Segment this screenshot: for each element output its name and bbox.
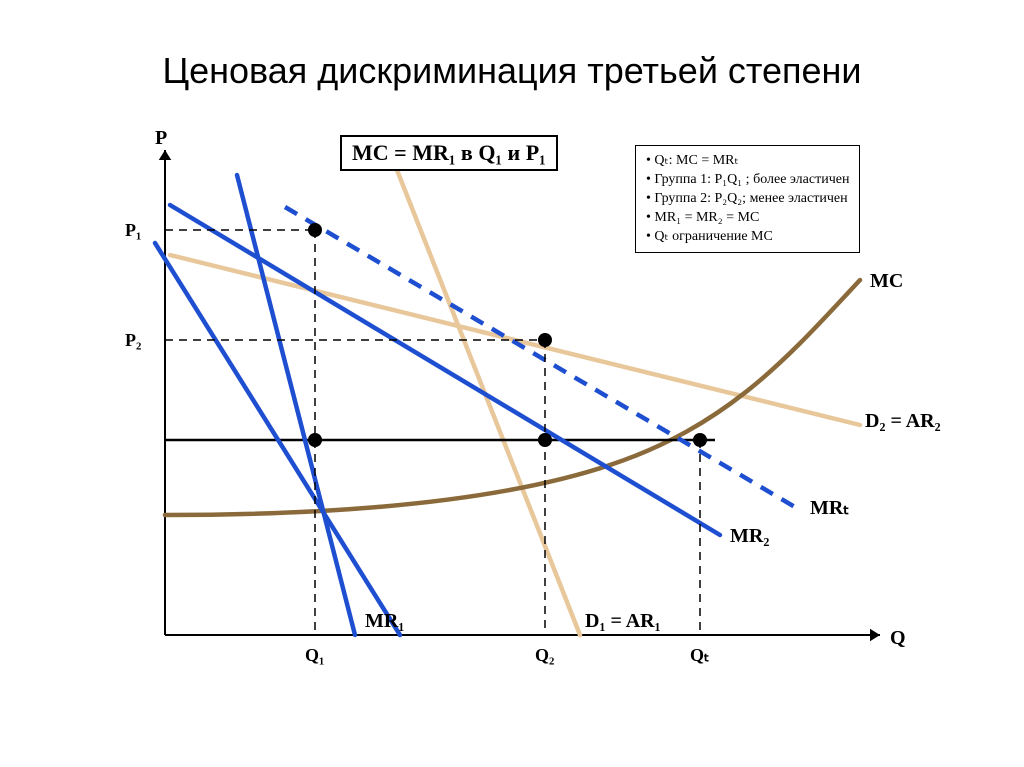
legend-line-1: • Qₜ: MC = MRₜ bbox=[646, 152, 849, 171]
slide-title: Ценовая дискриминация третьей степени bbox=[0, 50, 1024, 92]
legend-line-5: • Qₜ ограничение MC bbox=[646, 228, 849, 247]
slide: Ценовая дискриминация третьей степени MC… bbox=[0, 0, 1024, 767]
equation-text: MC = MR₁ в Q₁ и P₁ bbox=[352, 140, 546, 165]
curve-label-d1: D₁ = AR₁ bbox=[585, 610, 661, 633]
curve-label-d2: D₂ = AR₂ bbox=[865, 410, 941, 433]
legend-line-4: • MR₁ = MR₂ = MC bbox=[646, 209, 849, 228]
curve-label-mr2: MR₂ bbox=[730, 525, 769, 548]
curve-label-mrt: MRₜ bbox=[810, 495, 849, 520]
axis-label-q: Q bbox=[890, 627, 906, 650]
chart-area: MC = MR₁ в Q₁ и P₁ • Qₜ: MC = MRₜ • Груп… bbox=[90, 135, 950, 695]
legend-line-3: • Группа 2: P₂Q₂; менее эластичен bbox=[646, 190, 849, 209]
tick-label-p1: P₁ bbox=[125, 220, 141, 241]
tick-label-p2: P₂ bbox=[125, 330, 141, 351]
tick-label-q1: Q₁ bbox=[305, 645, 324, 666]
legend-box: • Qₜ: MC = MRₜ • Группа 1: P₁Q₁ ; более … bbox=[635, 145, 860, 253]
curve-label-mr1: MR₁ bbox=[365, 610, 404, 633]
tick-label-q2: Q₂ bbox=[535, 645, 554, 666]
legend-line-2: • Группа 1: P₁Q₁ ; более эластичен bbox=[646, 171, 849, 190]
curve-label-mc: MC bbox=[870, 270, 903, 293]
axis-label-p: P bbox=[155, 127, 167, 150]
tick-label-qt: Qₜ bbox=[690, 645, 709, 666]
equation-box: MC = MR₁ в Q₁ и P₁ bbox=[340, 135, 558, 171]
